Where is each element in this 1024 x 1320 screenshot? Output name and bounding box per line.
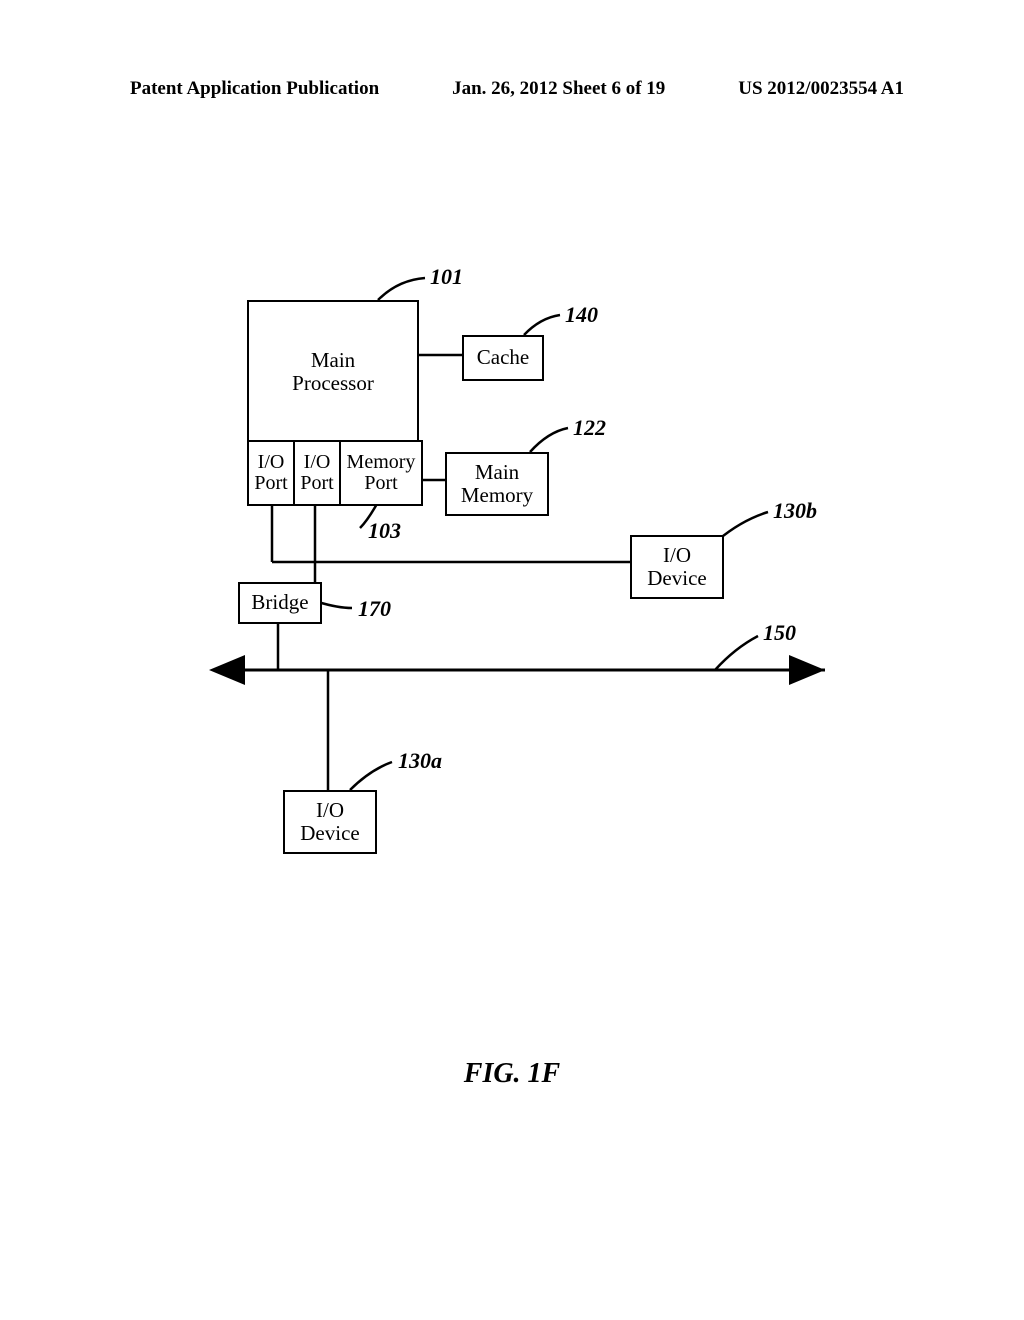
main-processor-label-1: Main [311, 349, 355, 372]
main-processor-box: Main Processor [247, 300, 419, 444]
ref-140: 140 [565, 302, 598, 328]
ref-101: 101 [430, 264, 463, 290]
bridge-box: Bridge [238, 582, 322, 624]
io-port-2: I/O Port [295, 442, 341, 504]
page: Patent Application Publication Jan. 26, … [0, 0, 1024, 1320]
io-device-b-box: I/O Device [630, 535, 724, 599]
io-port-1-l1: I/O [258, 452, 285, 473]
ref-122: 122 [573, 415, 606, 441]
io-port-2-l2: Port [300, 473, 333, 494]
ref-150: 150 [763, 620, 796, 646]
memory-port: Memory Port [341, 442, 421, 504]
io-port-1: I/O Port [249, 442, 295, 504]
main-memory-l1: Main [475, 461, 519, 484]
cache-label: Cache [477, 346, 529, 369]
main-memory-l2: Memory [461, 484, 533, 507]
port-row: I/O Port I/O Port Memory Port [247, 440, 423, 506]
memory-port-l1: Memory [347, 452, 416, 473]
main-processor-label-2: Processor [292, 372, 374, 395]
io-device-a-box: I/O Device [283, 790, 377, 854]
ref-130b: 130b [773, 498, 817, 524]
ref-170: 170 [358, 596, 391, 622]
figure-caption: FIG. 1F [0, 1058, 1024, 1090]
cache-box: Cache [462, 335, 544, 381]
bridge-label: Bridge [251, 591, 308, 614]
ref-130a: 130a [398, 748, 442, 774]
ref-103: 103 [368, 518, 401, 544]
io-port-1-l2: Port [254, 473, 287, 494]
io-device-a-l2: Device [300, 822, 359, 845]
io-device-b-l1: I/O [663, 544, 691, 567]
io-port-2-l1: I/O [304, 452, 331, 473]
memory-port-l2: Port [364, 473, 397, 494]
io-device-a-l1: I/O [316, 799, 344, 822]
io-device-b-l2: Device [647, 567, 706, 590]
main-memory-box: Main Memory [445, 452, 549, 516]
connectors-svg [0, 0, 1024, 1320]
